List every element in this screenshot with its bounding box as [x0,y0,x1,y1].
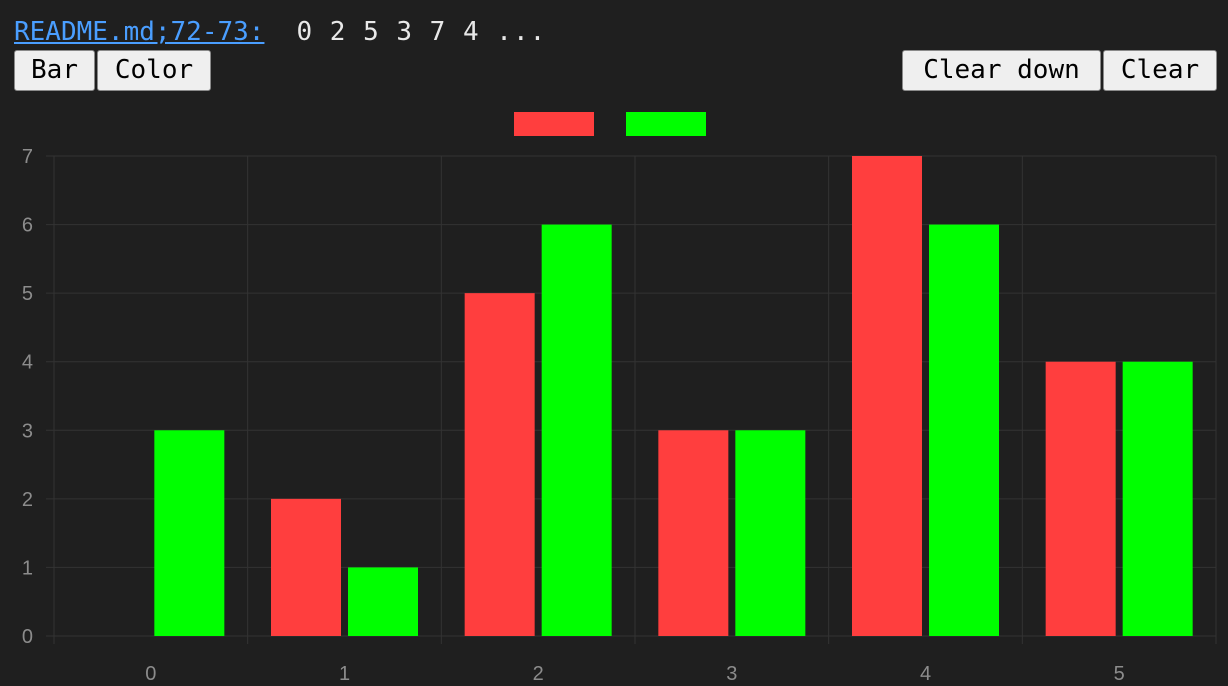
bar-series2-cat4 [929,224,999,637]
y-tick-label: 6 [22,215,33,237]
y-tick-label: 3 [22,420,33,442]
file-link[interactable]: README.md;72-73: [14,17,265,47]
x-tick-label: 0 [145,663,156,685]
bar-button[interactable]: Bar [14,50,95,91]
y-tick-label: 2 [22,489,33,511]
bar-series2-cat2 [541,224,612,637]
bar-series2-cat3 [735,430,806,636]
y-tick-label: 4 [22,352,33,374]
bar-series1-cat3 [658,430,729,636]
header-line: README.md;72-73: 0 2 5 3 7 4 ... [14,14,546,50]
color-button[interactable]: Color [97,50,211,91]
bar-series2-cat0 [154,430,225,636]
bar-series2-cat5 [1122,361,1193,636]
bar-series1-cat1 [271,498,341,636]
x-tick-label: 1 [339,663,350,685]
x-tick-label: 3 [726,663,737,685]
x-tick-label: 4 [920,663,931,685]
legend-swatch-series1 [514,112,594,136]
y-tick-label: 7 [22,146,33,168]
bar-series2-cat1 [348,567,418,636]
y-tick-label: 0 [22,626,33,648]
y-tick-label: 1 [22,557,33,579]
clear-button[interactable]: Clear [1103,50,1217,91]
legend-swatch-series2 [626,112,706,136]
bar-series1-cat4 [852,156,922,636]
y-tick-label: 5 [22,283,33,305]
clear-down-button[interactable]: Clear down [902,50,1101,91]
x-tick-label: 2 [533,663,544,685]
bar-chart: 0 1 2 3 4 5 6 7 0 1 2 3 4 5 [22,112,1217,685]
bar-series1-cat5 [1045,361,1116,636]
bar-series1-cat2 [464,293,535,636]
x-tick-label: 5 [1114,663,1125,685]
sequence-text: 0 2 5 3 7 4 ... [296,17,547,47]
